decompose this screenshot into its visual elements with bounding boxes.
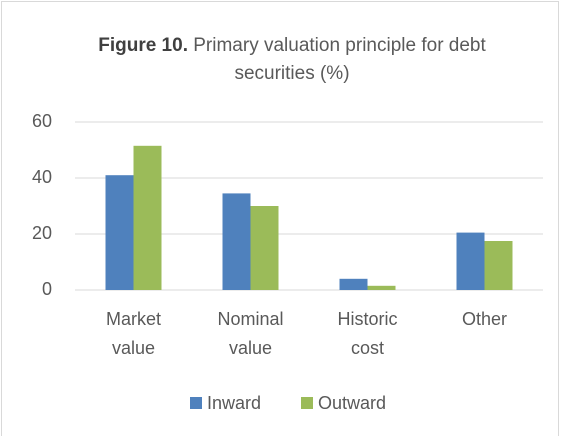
x-tick-label: Market value [106,309,161,358]
legend-label: Inward [207,393,261,413]
bar [367,285,396,290]
title-text: Primary valuation principle for debt sec… [193,35,486,84]
y-tick-label: 0 [42,279,52,299]
bar [222,193,251,290]
figure-label: Figure 10. [98,35,188,56]
legend-swatch [301,397,313,409]
bar [456,232,485,290]
legend-label: Outward [318,393,386,413]
bar [250,206,279,290]
x-tick-label: Nominal value [217,309,283,358]
bar [484,241,513,290]
y-tick-label: 20 [32,223,52,243]
y-tick-label: 60 [32,111,52,131]
chart-title: Figure 10. Primary valuation principle f… [92,32,492,88]
y-tick-label: 40 [32,167,52,187]
bar [105,175,134,290]
bar [339,278,368,290]
legend-swatch [190,397,202,409]
bar [133,145,162,290]
x-tick-label: Other [462,309,507,329]
x-tick-label: Historic cost [337,309,397,358]
